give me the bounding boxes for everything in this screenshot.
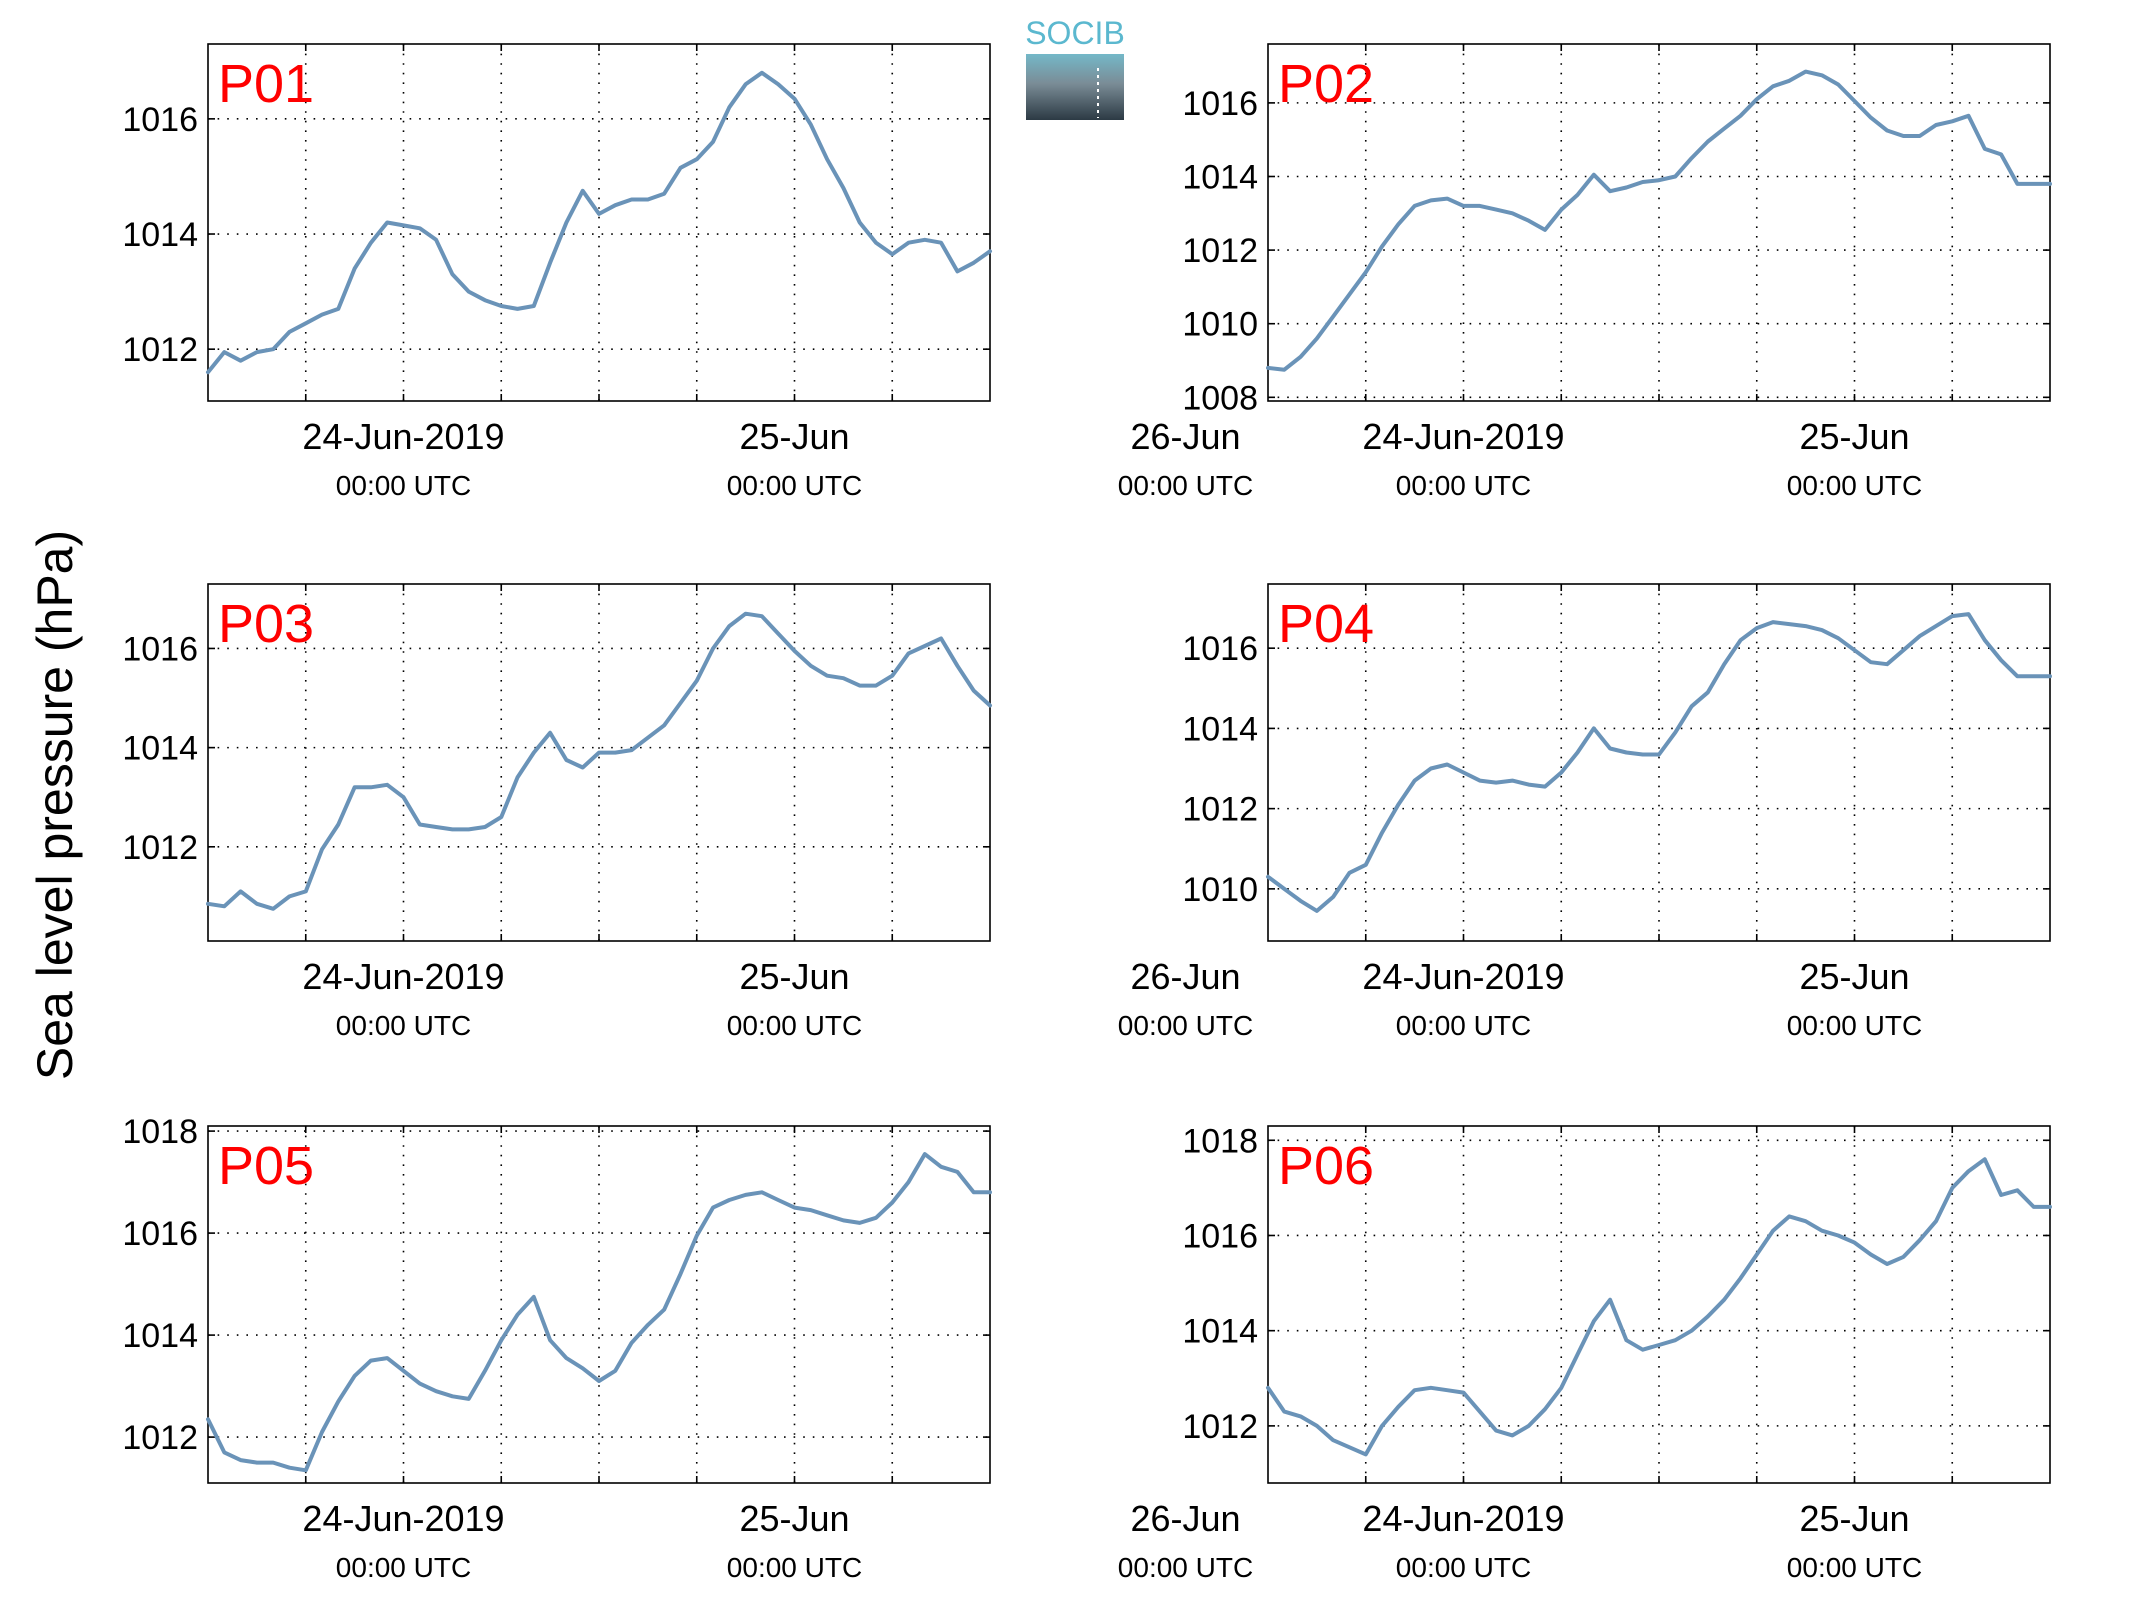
x-tick-label: 25-Jun bbox=[1799, 1498, 1909, 1539]
x-tick-sublabel: 00:00 UTC bbox=[1118, 1552, 1253, 1583]
y-tick-label: 1016 bbox=[122, 630, 198, 668]
x-tick-label: 24-Jun-2019 bbox=[1362, 416, 1564, 457]
y-tick-label: 1012 bbox=[1182, 791, 1258, 829]
series-line bbox=[206, 611, 992, 911]
x-tick-sublabel: 00:00 UTC bbox=[1396, 1552, 1531, 1583]
panel-p06: 1012 1014 1016 1018 24-Jun-2019 00:00 UTC 25-J… bbox=[1182, 1122, 2052, 1583]
x-tick-sublabel: 00:00 UTC bbox=[336, 1552, 471, 1583]
y-tick-label: 1016 bbox=[1182, 1217, 1258, 1255]
x-tick-sublabel: 00:00 UTC bbox=[1118, 1010, 1253, 1041]
x-tick-label: 24-Jun-2019 bbox=[302, 956, 504, 997]
y-tick-label: 1014 bbox=[122, 730, 198, 768]
x-tick-label: 25-Jun bbox=[739, 956, 849, 997]
y-tick-label: 1012 bbox=[122, 1419, 198, 1457]
y-tick-label: 1010 bbox=[1182, 871, 1258, 909]
x-tick-label: 25-Jun bbox=[1799, 956, 1909, 997]
y-tick-label: 1014 bbox=[1182, 710, 1258, 748]
y-tick-label: 1016 bbox=[1182, 630, 1258, 668]
panel-label: P01 bbox=[218, 54, 314, 114]
x-tick-label: 25-Jun bbox=[739, 1498, 849, 1539]
y-tick-label: 1010 bbox=[1182, 306, 1258, 344]
series-line bbox=[1266, 612, 2052, 913]
x-tick-label: 26-Jun bbox=[1130, 1498, 1240, 1539]
series-line bbox=[206, 70, 992, 375]
x-tick-sublabel: 00:00 UTC bbox=[1396, 470, 1531, 501]
y-tick-label: 1014 bbox=[1182, 1313, 1258, 1351]
y-tick-label: 1008 bbox=[1182, 379, 1258, 417]
panel-label: P05 bbox=[218, 1136, 314, 1196]
y-tick-label: 1014 bbox=[122, 1317, 198, 1355]
x-tick-label: 24-Jun-2019 bbox=[302, 1498, 504, 1539]
x-tick-sublabel: 00:00 UTC bbox=[1787, 1552, 1922, 1583]
panel-p05: 1012 1014 1016 1018 24-Jun-2019 00:00 UTC 25-J… bbox=[122, 1113, 1253, 1583]
x-tick-sublabel: 00:00 UTC bbox=[1787, 470, 1922, 501]
x-tick-label: 25-Jun bbox=[1799, 416, 1909, 457]
x-tick-sublabel: 00:00 UTC bbox=[1396, 1010, 1531, 1041]
x-tick-label: 26-Jun bbox=[1130, 956, 1240, 997]
panel-p02: 1008 1010 1012 1014 1016 24-Jun-2019 00:00 UTC… bbox=[1182, 43, 2052, 501]
x-tick-label: 24-Jun-2019 bbox=[1362, 956, 1564, 997]
x-tick-label: 25-Jun bbox=[739, 416, 849, 457]
x-tick-sublabel: 00:00 UTC bbox=[336, 1010, 471, 1041]
y-tick-label: 1014 bbox=[122, 216, 198, 254]
x-tick-sublabel: 00:00 UTC bbox=[336, 470, 471, 501]
y-tick-label: 1016 bbox=[122, 101, 198, 139]
x-tick-sublabel: 00:00 UTC bbox=[727, 470, 862, 501]
y-tick-label: 1016 bbox=[122, 1215, 198, 1253]
panel-p03: 1012 1014 1016 24-Jun-2019 00:00 UTC 25-Jun 00… bbox=[122, 583, 1253, 1041]
y-axis-label: Sea level pressure (hPa) bbox=[27, 530, 83, 1080]
y-tick-label: 1018 bbox=[122, 1113, 198, 1151]
x-tick-sublabel: 00:00 UTC bbox=[727, 1010, 862, 1041]
x-tick-sublabel: 00:00 UTC bbox=[1787, 1010, 1922, 1041]
y-tick-label: 1012 bbox=[1182, 1408, 1258, 1446]
y-tick-label: 1014 bbox=[1182, 158, 1258, 196]
logo-text: SOCIB bbox=[1025, 15, 1125, 51]
series-line bbox=[206, 1152, 992, 1473]
y-tick-label: 1016 bbox=[1182, 85, 1258, 123]
y-tick-label: 1012 bbox=[122, 331, 198, 369]
panel-label: P02 bbox=[1278, 54, 1374, 114]
x-tick-label: 26-Jun bbox=[1130, 416, 1240, 457]
y-tick-label: 1012 bbox=[1182, 232, 1258, 270]
panel-p04: 1010 1012 1014 1016 24-Jun-2019 00:00 UTC 25-J… bbox=[1182, 583, 2052, 1041]
series-line bbox=[1266, 1157, 2052, 1457]
x-tick-label: 24-Jun-2019 bbox=[302, 416, 504, 457]
panel-label: P03 bbox=[218, 594, 314, 654]
y-tick-label: 1018 bbox=[1182, 1122, 1258, 1160]
socib-logo: SOCIB bbox=[1025, 15, 1125, 120]
panel-p01: 1012 1014 1016 24-Jun-2019 00:00 UTC 25-Jun 00… bbox=[122, 43, 1253, 501]
x-tick-sublabel: 00:00 UTC bbox=[1118, 470, 1253, 501]
x-tick-sublabel: 00:00 UTC bbox=[727, 1552, 862, 1583]
x-tick-label: 24-Jun-2019 bbox=[1362, 1498, 1564, 1539]
series-line bbox=[1266, 69, 2052, 372]
panel-label: P04 bbox=[1278, 594, 1374, 654]
panel-label: P06 bbox=[1278, 1136, 1374, 1196]
y-tick-label: 1012 bbox=[122, 829, 198, 867]
